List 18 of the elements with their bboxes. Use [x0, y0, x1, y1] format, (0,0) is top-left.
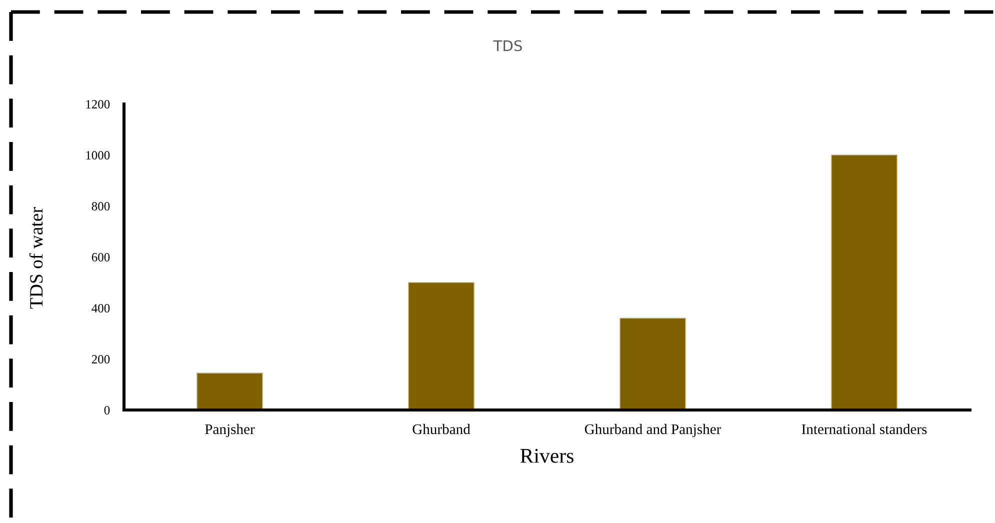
x-tick-label: Ghurband and Panjsher [584, 424, 722, 438]
bar [408, 282, 474, 410]
y-tick-label: 200 [92, 355, 110, 364]
x-tick-label: International standers [802, 424, 927, 434]
bar [196, 372, 263, 410]
x-tick-label: Ghurband [412, 424, 470, 434]
y-tick-label: 600 [92, 253, 110, 262]
chart-title: TDS [493, 40, 522, 52]
bar [620, 318, 686, 410]
y-tick-label: 400 [92, 304, 110, 312]
y-tick-label: 0 [104, 406, 110, 414]
y-tick-label: 1200 [86, 100, 110, 108]
x-axis-title: Rivers [520, 448, 574, 463]
x-tick-label: Panjsher [205, 424, 255, 438]
bar [831, 154, 898, 410]
y-axis-title: TDS of water [29, 207, 43, 309]
y-tick-label: 1000 [86, 151, 110, 160]
y-tick-label: 800 [92, 202, 110, 210]
